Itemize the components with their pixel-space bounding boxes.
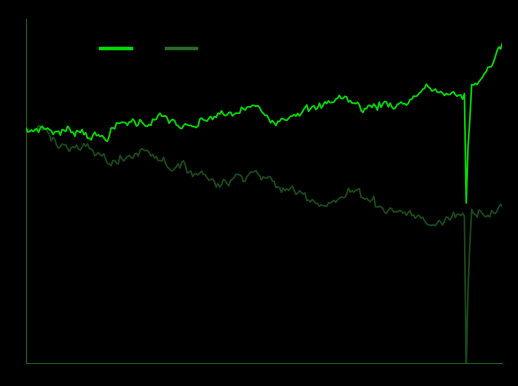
Legend: , : , [95, 37, 202, 62]
